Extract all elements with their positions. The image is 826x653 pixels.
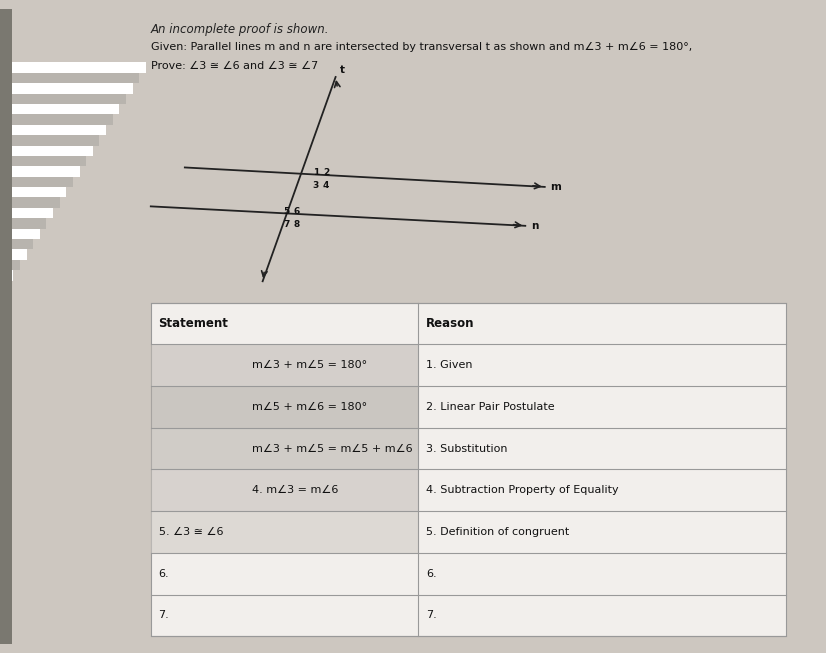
Text: 7.: 7. (426, 611, 437, 620)
Text: 6.: 6. (159, 569, 169, 579)
Bar (0, 270, 13, 281)
Bar (0, 239, 33, 249)
Bar (151, 428, 418, 470)
Bar (0, 72, 140, 83)
Bar (151, 511, 418, 553)
Bar (0, 208, 53, 218)
Text: 6: 6 (294, 207, 300, 216)
Text: 5: 5 (283, 207, 290, 216)
Text: An incomplete proof is shown.: An incomplete proof is shown. (151, 22, 330, 35)
Bar (0, 260, 20, 270)
Text: 1: 1 (313, 168, 319, 177)
Text: 6.: 6. (426, 569, 437, 579)
Text: 4: 4 (323, 181, 330, 190)
Text: m∠5 + m∠6 = 180°: m∠5 + m∠6 = 180° (253, 402, 368, 412)
Bar (0, 167, 79, 177)
Text: Reason: Reason (426, 317, 475, 330)
Text: 3. Substitution: 3. Substitution (426, 443, 507, 454)
Bar (0, 156, 86, 167)
Bar (0, 249, 26, 260)
Text: 7: 7 (283, 220, 290, 229)
Text: m∠3 + m∠5 = 180°: m∠3 + m∠5 = 180° (253, 360, 368, 370)
Text: Given: Parallel lines m and n are intersected by transversal t as shown and m∠3 : Given: Parallel lines m and n are inters… (151, 42, 692, 52)
Bar (0, 9, 12, 644)
Bar (0, 177, 73, 187)
Bar (0, 197, 59, 208)
Bar (151, 303, 786, 636)
Text: n: n (531, 221, 539, 231)
Bar (151, 470, 418, 511)
Text: Prove: ∠3 ≅ ∠6 and ∠3 ≅ ∠7: Prove: ∠3 ≅ ∠6 and ∠3 ≅ ∠7 (151, 61, 318, 71)
Text: 2. Linear Pair Postulate: 2. Linear Pair Postulate (426, 402, 555, 412)
Bar (0, 229, 40, 239)
Text: 7.: 7. (159, 611, 169, 620)
Text: 8: 8 (294, 220, 300, 229)
Text: 1. Given: 1. Given (426, 360, 472, 370)
Bar (151, 386, 418, 428)
Bar (0, 218, 46, 229)
Text: 2: 2 (323, 168, 330, 177)
Bar (0, 114, 113, 125)
Text: m: m (551, 182, 562, 192)
Bar (0, 104, 120, 114)
Text: 3: 3 (313, 181, 319, 190)
Text: m∠3 + m∠5 = m∠5 + m∠6: m∠3 + m∠5 = m∠5 + m∠6 (253, 443, 413, 454)
Bar (0, 146, 93, 156)
Bar (0, 281, 7, 291)
Bar (0, 93, 126, 104)
Bar (0, 63, 146, 72)
Bar (0, 125, 106, 135)
Text: 4. Subtraction Property of Equality: 4. Subtraction Property of Equality (426, 485, 619, 496)
Text: Statement: Statement (159, 317, 229, 330)
Text: 5. Definition of congruent: 5. Definition of congruent (426, 527, 569, 537)
Bar (151, 344, 418, 386)
Text: 5. ∠3 ≅ ∠6: 5. ∠3 ≅ ∠6 (159, 527, 223, 537)
Bar (0, 135, 99, 146)
Bar (0, 83, 133, 93)
Bar (0, 187, 66, 197)
Text: t: t (339, 65, 344, 75)
Text: 4. m∠3 = m∠6: 4. m∠3 = m∠6 (253, 485, 339, 496)
